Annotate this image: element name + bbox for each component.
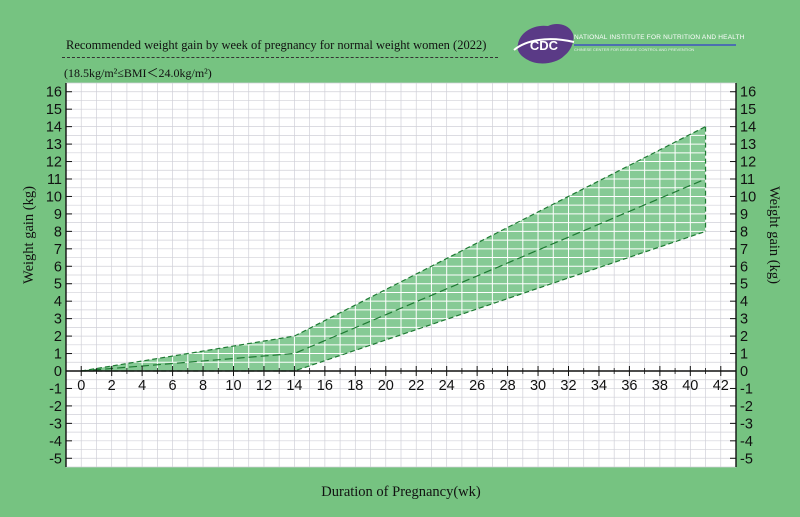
y-tick-label: 16 [46, 85, 62, 101]
title-divider [62, 57, 498, 58]
y-tick-label: 13 [46, 137, 62, 153]
y-axis-title-right: Weight gain (kg) [766, 186, 782, 284]
y-tick-label: 1 [54, 347, 62, 363]
x-tick-label: 16 [317, 378, 333, 394]
x-tick-label: 8 [199, 378, 207, 394]
china-map-icon [517, 24, 574, 64]
y-tick-label-right: 13 [740, 137, 756, 153]
y-tick-label: 12 [46, 155, 62, 171]
logo-organization-sub: CHINESE CENTER FOR DISEASE CONTROL AND P… [574, 47, 695, 52]
y-tick-label-right: 9 [740, 207, 748, 223]
x-tick-label: 26 [469, 378, 485, 394]
y-tick-label: 7 [54, 242, 62, 258]
chart-title: Recommended weight gain by week of pregn… [66, 38, 487, 52]
y-tick-label: 4 [54, 294, 62, 310]
y-tick-label: -1 [49, 381, 62, 397]
y-tick-label: -4 [49, 434, 62, 450]
x-tick-label: 10 [225, 378, 241, 394]
y-tick-label: 10 [46, 189, 62, 205]
x-tick-label: 6 [169, 378, 177, 394]
y-tick-label-right: 0 [740, 364, 748, 380]
y-tick-label-right: 6 [740, 259, 748, 275]
y-tick-label-right: 10 [740, 189, 756, 205]
y-tick-label-right: -5 [740, 451, 753, 467]
x-tick-label: 22 [408, 378, 424, 394]
logo-swoosh [513, 38, 575, 51]
y-tick-label: 0 [54, 364, 62, 380]
x-tick-label: 28 [500, 378, 516, 394]
y-tick-label: -3 [49, 416, 62, 432]
x-tick-label: 0 [77, 378, 85, 394]
y-tick-label-right: -4 [740, 434, 753, 450]
x-tick-label: 42 [713, 378, 729, 394]
logo-underline [574, 44, 736, 46]
x-tick-label: 12 [256, 378, 272, 394]
y-tick-label-right: 1 [740, 347, 748, 363]
logo-cdc-text: CDC [530, 38, 559, 53]
y-tick-label-right: -1 [740, 381, 753, 397]
y-tick-label: 15 [46, 102, 62, 118]
y-tick-label: 5 [54, 277, 62, 293]
y-tick-label: 11 [47, 172, 62, 188]
y-tick-label-right: 12 [740, 155, 756, 171]
y-tick-label: 2 [54, 329, 62, 345]
x-tick-label: 24 [439, 378, 455, 394]
x-tick-label: 18 [347, 378, 363, 394]
y-tick-label-right: 8 [740, 224, 748, 240]
logo-organization: NATIONAL INSTITUTE FOR NUTRITION AND HEA… [574, 34, 745, 41]
x-tick-label: 32 [560, 378, 576, 394]
chart-subtitle: (18.5kg/m²≤BMI＜24.0kg/m²) [64, 66, 212, 80]
y-axis-title: Weight gain (kg) [21, 186, 37, 284]
y-tick-label-right: 7 [740, 242, 748, 258]
y-tick-label-right: 15 [740, 102, 756, 118]
x-tick-label: 2 [108, 378, 116, 394]
y-tick-label-right: 16 [740, 85, 756, 101]
x-tick-label: 40 [682, 378, 698, 394]
y-tick-label: 8 [54, 224, 62, 240]
y-tick-label-right: 4 [740, 294, 748, 310]
y-tick-label-right: -2 [740, 399, 753, 415]
y-tick-label-right: 5 [740, 277, 748, 293]
x-tick-label: 4 [138, 378, 146, 394]
y-tick-label: 14 [46, 120, 62, 136]
x-tick-label: 20 [378, 378, 394, 394]
median-line [81, 178, 706, 372]
upper-limit-line [81, 126, 706, 372]
y-tick-label-right: 3 [740, 312, 748, 328]
y-tick-label: -2 [49, 399, 62, 415]
axes: -5 -5-4 -4-3 -3-2 -2-1 -10 01 12 23 34 45 56 67 78 89 9… [46, 83, 756, 467]
y-tick-label-right: -3 [740, 416, 753, 432]
y-tick-label: 3 [54, 312, 62, 328]
x-tick-label: 30 [530, 378, 546, 394]
y-tick-label: -5 [49, 451, 62, 467]
x-tick-label: 34 [591, 378, 607, 394]
x-tick-label: 38 [652, 378, 668, 394]
y-tick-label: 9 [54, 207, 62, 223]
y-tick-label-right: 2 [740, 329, 748, 345]
cdc-logo: CDC [513, 24, 575, 64]
y-tick-label-right: 14 [740, 120, 756, 136]
y-tick-label-right: 11 [740, 172, 755, 188]
x-tick-label: 14 [286, 378, 302, 394]
x-tick-label: 36 [621, 378, 637, 394]
y-tick-label: 6 [54, 259, 62, 275]
x-axis-title: Duration of Pregnancy(wk) [321, 484, 481, 500]
